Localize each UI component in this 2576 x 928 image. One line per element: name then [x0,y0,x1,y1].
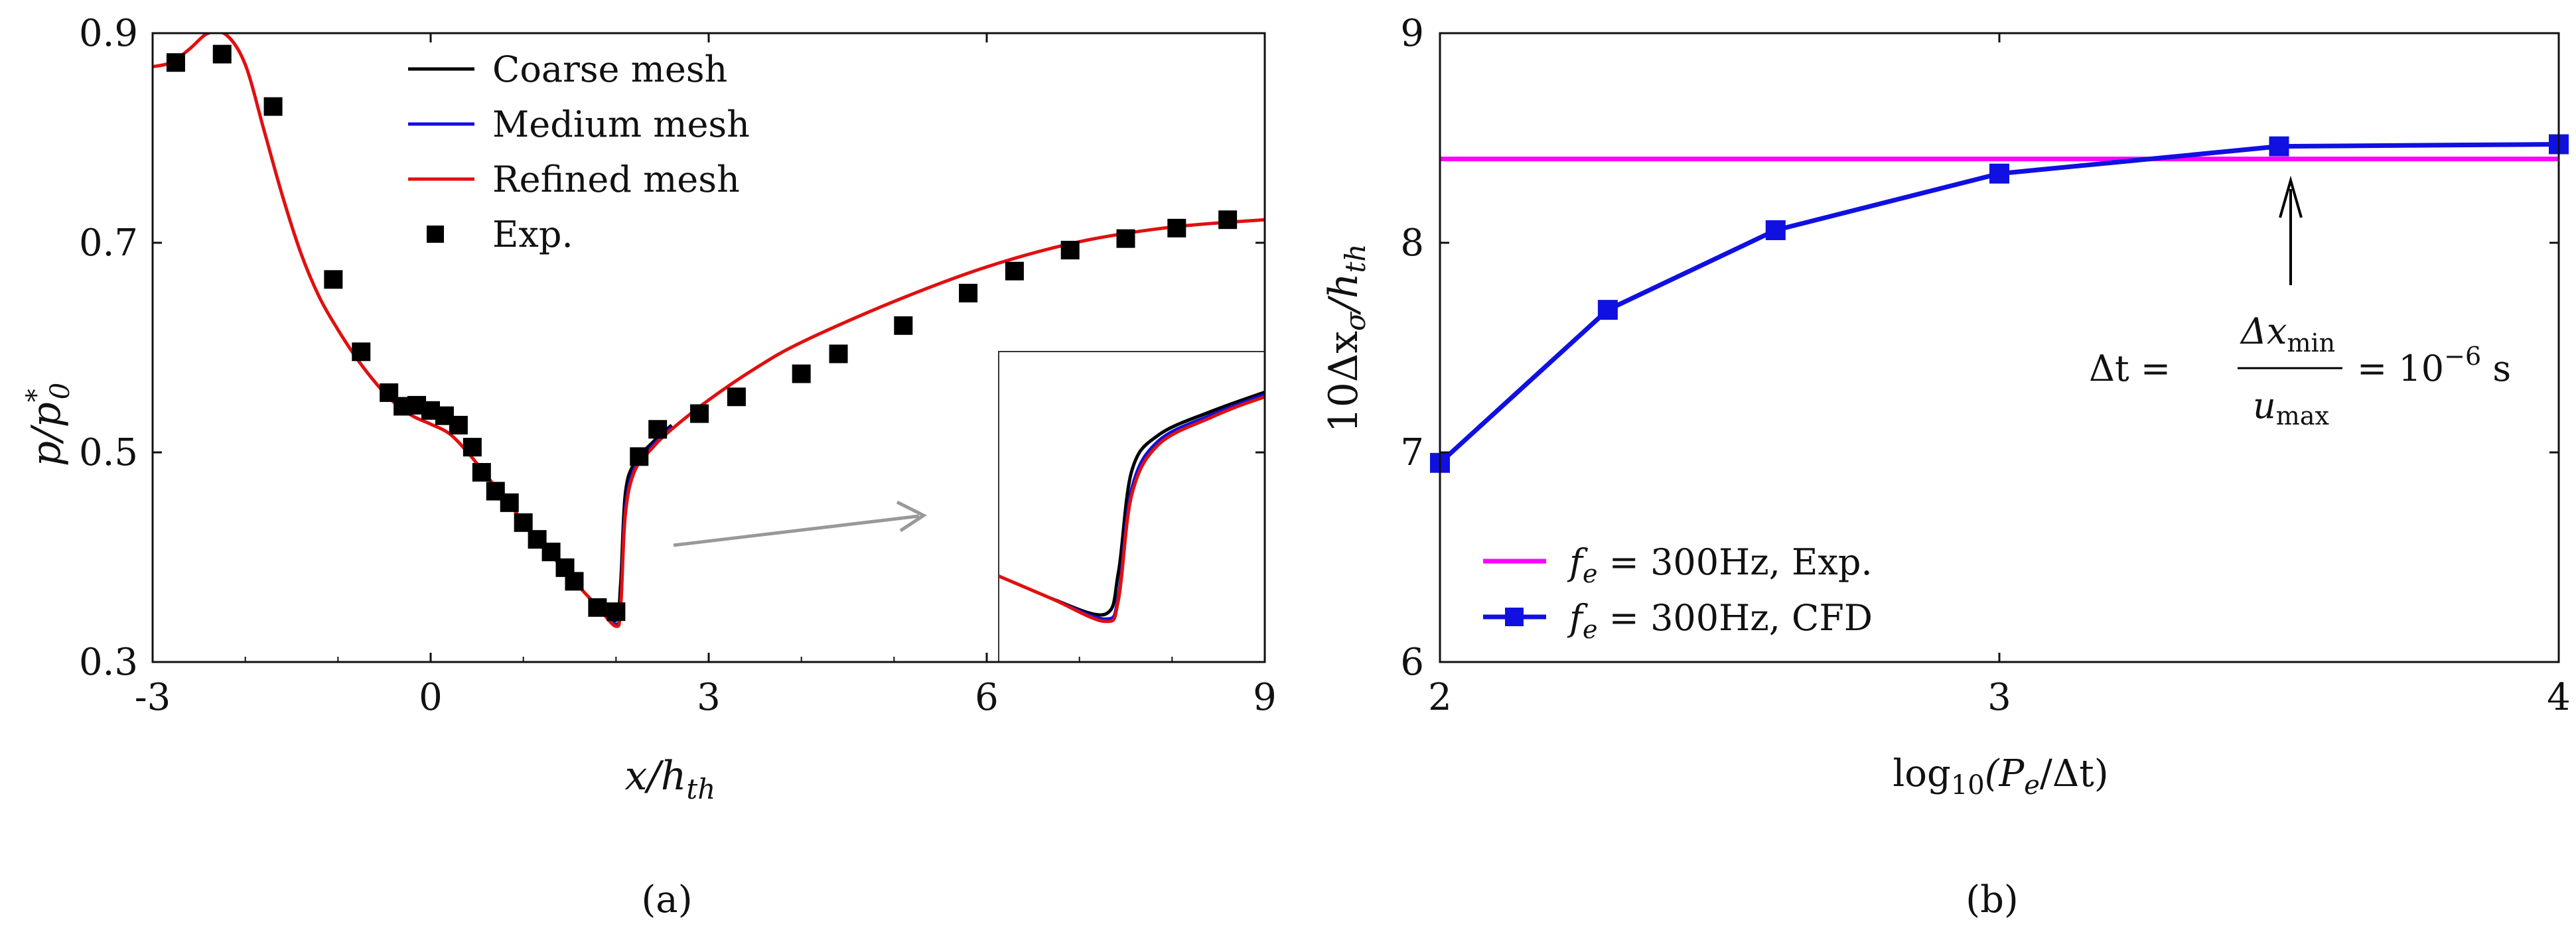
legend-exp-label: Exp. [492,214,573,255]
y-tick-label: 8 [1400,222,1424,265]
cfd-data-point [1765,220,1786,241]
y-tick-label: 9 [1400,12,1424,55]
x-tick-label: -3 [135,676,171,719]
panel-label-a: (a) [641,878,692,921]
x-tick-label: 0 [419,676,443,719]
legend-b-exp-label: fe = 300Hz, Exp. [1567,541,1873,588]
y-tick-label: 0.7 [79,222,138,265]
exp-data-point [727,387,746,407]
exp-data-point [463,438,482,457]
legend-a: Coarse mesh Medium mesh Refined mesh Exp… [408,48,750,255]
exp-data-point [449,415,468,434]
x-axis-label-a: x/hth [625,753,716,805]
legend-cfd-marker [1505,608,1524,626]
annotation-denominator: umax [2253,385,2329,431]
x-tick-label: 4 [2547,676,2571,719]
exp-data-point [1218,210,1238,230]
exp-data-point [324,270,343,289]
x-tick-label: 9 [1253,676,1277,719]
exp-data-point [565,572,584,591]
y-tick-label: 0.3 [79,641,138,684]
annotation-dt: Δt = [2089,348,2171,389]
series-line-cfd [1440,141,2559,465]
x-tick-label: 3 [697,676,721,719]
legend-exp-marker [427,226,444,243]
exp-data-point [792,364,811,383]
zoom-inset [998,351,1265,663]
y-tick-label: 7 [1400,431,1424,474]
legend-refined-label: Refined mesh [492,159,740,200]
legend-b-cfd-label: fe = 300Hz, CFD [1567,597,1873,644]
exp-data-point [1060,241,1080,260]
cfd-data-point [1597,300,1618,320]
y-axis-label-b: 10Δxσ/hth [1321,244,1372,433]
annotation-arrow-head [2279,175,2303,218]
legend-medium-label: Medium mesh [492,103,750,145]
x-tick-label: 2 [1428,676,1452,719]
y-tick-label: 0.5 [79,431,138,474]
x-tick-label: 3 [1987,676,2011,719]
exp-data-point [1167,218,1186,237]
exp-data-point [630,447,649,466]
time-step-annotation: Δt = Δxmin umax = 10−6 s [2089,175,2511,431]
inset-pointer-arrow [673,500,928,547]
exp-data-point [263,97,283,116]
panel-b-chart: 2 3 4 6 7 8 9 Δt = Δxmin umax = 10−6 s fe = 30… [1321,12,2571,921]
inset-line-refined-mesh [999,395,1265,624]
exp-data-point [541,543,561,562]
y-tick-label: 0.9 [79,12,138,55]
exp-data-point [212,44,232,64]
legend-b: fe = 300Hz, Exp. fe = 300Hz, CFD [1483,541,1873,644]
exp-data-point [607,602,626,622]
panel-label-b: (b) [1966,878,2019,921]
y-axis-label-a: p/p*0 [21,383,76,466]
annotation-numerator: Δxmin [2240,310,2335,358]
exp-data-point [500,493,519,512]
panel-a-chart: -3 0 3 6 9 0.3 0.5 0.7 0.9 Coarse mesh Medium me… [21,12,1277,921]
inset-line-coarse-mesh [1051,390,1265,617]
y-tick-label: 6 [1400,641,1424,684]
exp-data-point [648,420,668,439]
exp-data-point [829,344,848,364]
exp-data-point [352,342,371,362]
exp-data-point [514,513,533,532]
exp-data-point [588,598,607,617]
cfd-data-point [1989,163,2009,184]
exp-data-point [1005,261,1024,281]
exp-data-point [959,283,978,302]
annotation-rhs: = 10−6 s [2357,342,2511,389]
exp-data-point [1116,229,1135,248]
exp-data-point [894,316,913,335]
legend-coarse-label: Coarse mesh [492,48,727,90]
cfd-data-point [2269,136,2289,157]
exp-data-point [690,404,709,423]
exp-data-point [472,463,491,482]
exp-data-point [166,53,185,72]
x-axis-label-b: log10(Pe/Δt) [1893,752,2108,801]
x-tick-label: 6 [975,676,999,719]
